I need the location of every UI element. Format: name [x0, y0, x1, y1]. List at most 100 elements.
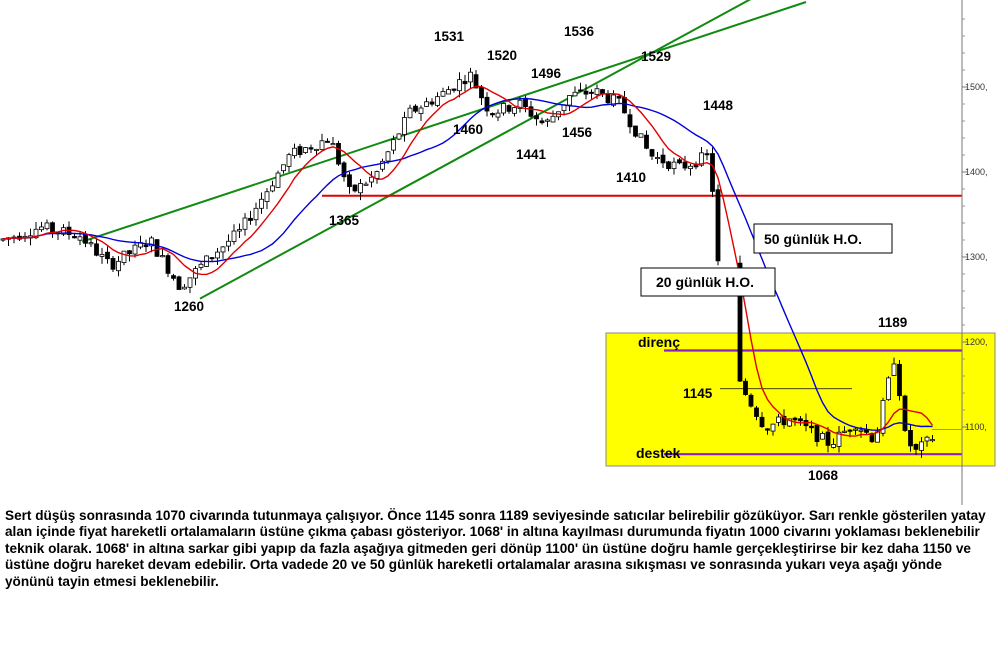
ma50-box-label: 50 günlük H.O.	[764, 231, 862, 247]
price-label-1536: 1536	[564, 24, 595, 39]
candle-body	[413, 105, 418, 112]
candle-body	[358, 183, 363, 194]
candle-body	[160, 255, 165, 258]
candle-body	[308, 147, 314, 150]
candle-body	[281, 164, 286, 172]
candle-body	[77, 236, 83, 241]
candle-body	[611, 94, 616, 106]
candle-body	[176, 276, 182, 290]
candle-body	[182, 286, 187, 290]
candle-body	[523, 97, 528, 108]
price-label-1441: 1441	[516, 147, 547, 162]
candle-body	[897, 363, 902, 397]
candle-body	[44, 222, 50, 230]
candle-body	[600, 89, 605, 94]
range-box: direnç destek	[605, 332, 996, 467]
commentary-text: Sert düşüş sonrasında 1070 civarında tut…	[5, 508, 986, 589]
candle-body	[886, 377, 891, 401]
candle-body	[292, 147, 297, 157]
candle-body	[297, 146, 303, 155]
candle-body	[748, 394, 754, 407]
candle-body	[435, 96, 440, 106]
candle-body	[479, 86, 484, 99]
axis-tick-label: 1100,	[965, 422, 987, 432]
candle-body	[671, 161, 677, 170]
candle-body	[462, 80, 468, 85]
candle-body	[457, 79, 462, 92]
candle-body	[143, 244, 149, 248]
candle-body	[589, 91, 594, 94]
candle-body	[699, 152, 704, 166]
price-label-1520: 1520	[487, 48, 517, 63]
axis-tick-label: 1200,	[965, 337, 988, 347]
candle-body	[743, 380, 748, 395]
candle-body	[248, 217, 253, 221]
candle-body	[171, 275, 176, 279]
candle-body	[913, 443, 919, 450]
candle-body	[517, 99, 523, 109]
candle-body	[814, 424, 820, 443]
candle-body	[347, 174, 352, 187]
candle-body	[605, 93, 611, 104]
candle-body	[627, 114, 633, 128]
candle-body	[765, 428, 770, 431]
candle-body	[319, 140, 325, 150]
candle-body	[534, 115, 539, 120]
candle-body	[908, 430, 913, 447]
ma50-box	[753, 223, 893, 254]
candle-body	[545, 119, 550, 122]
candle-body	[88, 242, 94, 245]
candle-body	[385, 151, 391, 162]
candlesticks	[0, 67, 935, 458]
price-label-1189: 1189	[878, 315, 907, 330]
candle-body	[440, 91, 446, 97]
candle-body	[220, 246, 226, 253]
candle-body	[165, 255, 171, 274]
candle-body	[215, 251, 220, 259]
candle-body	[512, 107, 517, 114]
price-label-1531: 1531	[434, 29, 465, 44]
candle-body	[836, 431, 842, 447]
candle-body	[39, 226, 44, 231]
price-label-1529: 1529	[641, 49, 671, 64]
candle-body	[270, 185, 275, 192]
candle-body	[50, 222, 55, 233]
price-label-1460: 1460	[453, 122, 483, 137]
candle-body	[858, 429, 864, 432]
candle-body	[787, 418, 792, 427]
candle-body	[110, 258, 116, 270]
candle-body	[275, 172, 281, 188]
candle-body	[187, 277, 193, 288]
candle-body	[880, 400, 886, 434]
candle-body	[314, 148, 319, 151]
candle-body	[341, 162, 347, 178]
candle-body	[825, 431, 831, 446]
candle-body	[407, 107, 413, 119]
candle-body	[209, 257, 215, 260]
candle-body	[633, 125, 638, 137]
candle-body	[688, 165, 693, 170]
candle-body	[94, 243, 99, 256]
candle-body	[710, 153, 715, 192]
price-label-1365: 1365	[329, 213, 360, 228]
candle-body	[930, 439, 935, 442]
candle-body	[242, 217, 248, 230]
candle-body	[528, 106, 534, 117]
moving-averages	[2, 85, 934, 437]
candle-body	[116, 260, 121, 272]
candle-body	[231, 230, 237, 242]
candle-body	[198, 263, 204, 268]
ma50-line	[2, 97, 933, 431]
candle-body	[820, 433, 825, 440]
candle-body	[0, 238, 6, 241]
candle-body	[132, 244, 138, 255]
candle-body	[418, 107, 424, 114]
candle-body	[363, 183, 369, 186]
candle-body	[682, 161, 688, 169]
candle-body	[583, 90, 589, 95]
candle-body	[638, 133, 644, 138]
candle-body	[451, 88, 457, 91]
ma20-line	[2, 85, 934, 437]
candle-body	[847, 429, 853, 432]
candle-body	[539, 120, 545, 124]
